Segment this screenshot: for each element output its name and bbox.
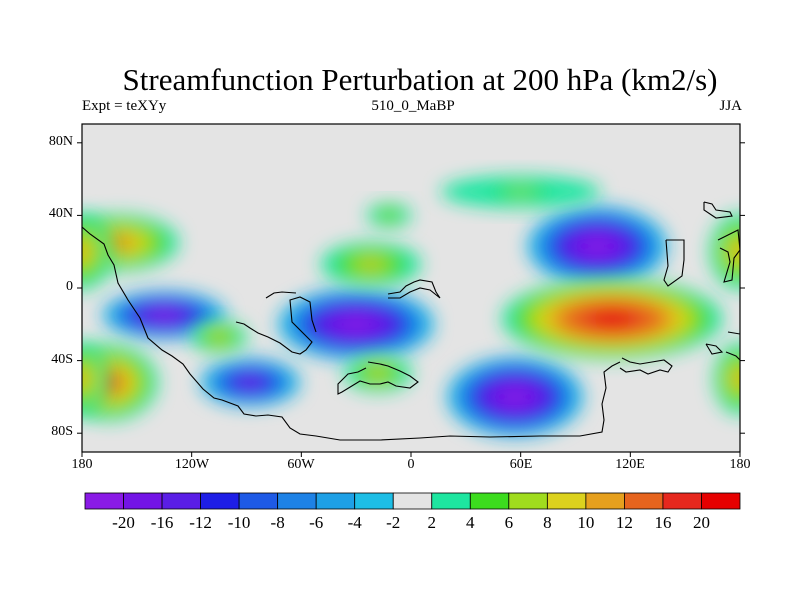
colorbar-label: 8 <box>543 513 552 532</box>
contour-band <box>586 240 608 253</box>
colorbar-swatch <box>662 492 702 510</box>
contour-feature <box>102 291 227 340</box>
contour-feature <box>191 321 248 354</box>
colorbar-swatch <box>84 492 124 510</box>
colorbar-label: -6 <box>309 513 324 532</box>
contour-band <box>385 213 393 218</box>
colorbar-label: -20 <box>112 513 135 532</box>
colorbar-label: 16 <box>654 513 672 532</box>
lon-tick-label-60w: 60W <box>287 457 315 472</box>
contour-band <box>154 311 174 319</box>
colorbar-swatch <box>238 492 279 510</box>
contour-feature <box>502 278 723 359</box>
contour-field <box>82 175 740 437</box>
contour-band <box>82 239 92 265</box>
contour-band <box>82 246 87 258</box>
contour-band <box>344 318 368 330</box>
contour-band <box>730 239 740 265</box>
lon-tick-label-120w: 120W <box>174 457 210 472</box>
colorbar-swatch <box>392 492 433 510</box>
colorbar-label: 20 <box>692 513 710 532</box>
contour-band <box>82 366 91 391</box>
contour-band <box>373 370 384 377</box>
contour-feature <box>278 288 435 361</box>
axis-ticks <box>77 142 745 457</box>
contour-feature <box>82 213 112 290</box>
contour-band <box>731 366 740 391</box>
lon-tick-label-0: 0 <box>407 457 415 472</box>
lon-tick-label-60e: 60E <box>509 457 533 472</box>
contour-feature <box>440 175 601 208</box>
contour-feature <box>527 206 668 287</box>
colorbar-label: -16 <box>150 513 174 532</box>
colorbar-label: -2 <box>386 513 401 532</box>
contour-band <box>82 373 86 385</box>
contour-band <box>363 261 379 268</box>
contour-feature <box>344 355 413 392</box>
contour-band <box>736 373 740 385</box>
colorbar-swatch <box>546 492 587 510</box>
colorbar-label: 12 <box>615 513 633 532</box>
contour-feature <box>320 242 421 287</box>
lon-tick-label-180w: 180 <box>71 457 93 472</box>
lat-tick-label-80n: 80N <box>48 134 73 149</box>
contour-band <box>109 238 128 247</box>
contour-feature <box>82 214 179 271</box>
contour-feature <box>82 344 158 421</box>
colorbar-swatch <box>123 492 163 510</box>
contour-feature <box>714 342 740 415</box>
colorbar-swatch <box>624 492 664 510</box>
lat-tick-label-0: 0 <box>66 279 73 294</box>
contour-band <box>508 189 533 195</box>
colorbar-label: 2 <box>427 513 437 532</box>
lat-tick-label-40s: 40S <box>51 352 73 367</box>
lon-tick-label-120e: 120E <box>615 457 645 472</box>
figure-title: Streamfunction Perturbation at 200 hPa (… <box>122 62 718 97</box>
contour-feature <box>367 203 412 228</box>
experiment-label: Expt = teXYy <box>82 98 167 114</box>
colorbar-swatch <box>354 492 394 510</box>
colorbar-swatch <box>701 492 741 510</box>
lat-tick-label-40n: 40N <box>48 206 73 221</box>
contour-band <box>242 378 258 386</box>
colorbar-label: 6 <box>504 513 514 532</box>
colorbar-swatch <box>200 492 240 510</box>
coastline <box>82 201 740 441</box>
colorbar-swatch <box>315 492 356 510</box>
season-label: JJA <box>719 98 742 114</box>
colorbar-label: -12 <box>189 513 212 532</box>
colorbar-label: -10 <box>227 513 251 532</box>
colorbar <box>84 492 741 510</box>
contour-feature <box>82 342 108 415</box>
lat-tick-label-80s: 80S <box>51 424 73 439</box>
contour-band <box>595 312 629 325</box>
colorbar-label: -8 <box>270 513 285 532</box>
contour-band <box>504 390 526 403</box>
colorbar-swatch <box>431 492 471 510</box>
colorbar-swatch <box>469 492 510 510</box>
colorbar-swatch <box>277 492 317 510</box>
contour-band <box>214 334 224 340</box>
colorbar-label: 10 <box>577 513 595 532</box>
colorbar-swatch <box>585 492 625 510</box>
contour-feature <box>200 358 301 407</box>
colorbar-swatch <box>508 492 548 510</box>
case-label: 510_0_MaBP <box>371 98 455 114</box>
contour-feature <box>447 356 584 437</box>
colorbar-label: -4 <box>347 513 362 532</box>
colorbar-label: 4 <box>466 513 475 532</box>
lon-tick-label-180e: 180 <box>729 457 751 472</box>
colorbar-swatch <box>161 492 201 510</box>
